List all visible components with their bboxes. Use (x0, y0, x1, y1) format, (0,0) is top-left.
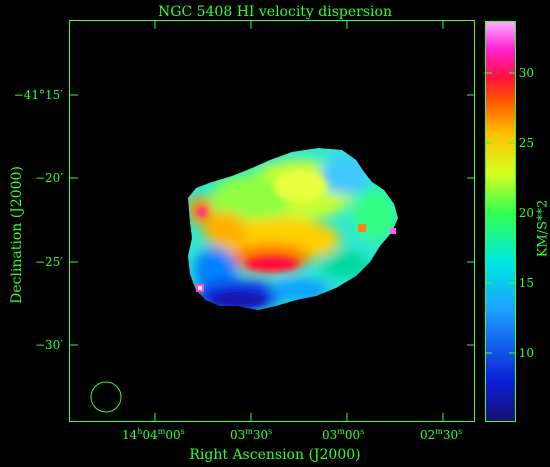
x-tick-minutes: 03 (322, 428, 338, 442)
x-tick-minutes: 03 (230, 428, 246, 442)
colorbar-tick-label: 15 (518, 276, 534, 290)
x-tick-label: 14h04m00s (122, 427, 185, 442)
beam-ellipse (90, 381, 122, 413)
colorbar (485, 21, 516, 422)
x-tick-minutes: 04 (142, 428, 158, 442)
y-tick-label: −30′ (34, 338, 63, 352)
y-tick-label: −41°15′ (13, 88, 63, 102)
x-tick-hours: 14 (122, 428, 138, 442)
y-tick-label: −25′ (34, 255, 63, 269)
x-tick-seconds: 00 (344, 428, 361, 442)
x-tick-label: 02m30s (420, 427, 463, 442)
colorbar-tick-label: 10 (518, 346, 534, 360)
colorbar-tick-label: 25 (518, 136, 534, 150)
x-tick-seconds: 30 (252, 428, 269, 442)
x-axis-label: Right Ascension (J2000) (189, 447, 361, 463)
colorbar-tick-label: 30 (518, 66, 534, 80)
colorbar-tick-label: 20 (518, 206, 534, 220)
y-axis-label: Declination (J2000) (9, 166, 25, 304)
x-tick-seconds: 00 (165, 428, 181, 442)
colorbar-label: KM/S**2 (535, 199, 550, 258)
x-tick-minutes: 02 (420, 428, 436, 442)
x-tick-seconds: 30 (442, 428, 459, 442)
y-tick-label: −20′ (34, 171, 63, 185)
plot-title: NGC 5408 HI velocity dispersion (158, 4, 392, 20)
tick-marks (70, 21, 515, 421)
x-tick-label: 03m00s (322, 427, 365, 442)
x-tick-label: 03m30s (230, 427, 273, 442)
